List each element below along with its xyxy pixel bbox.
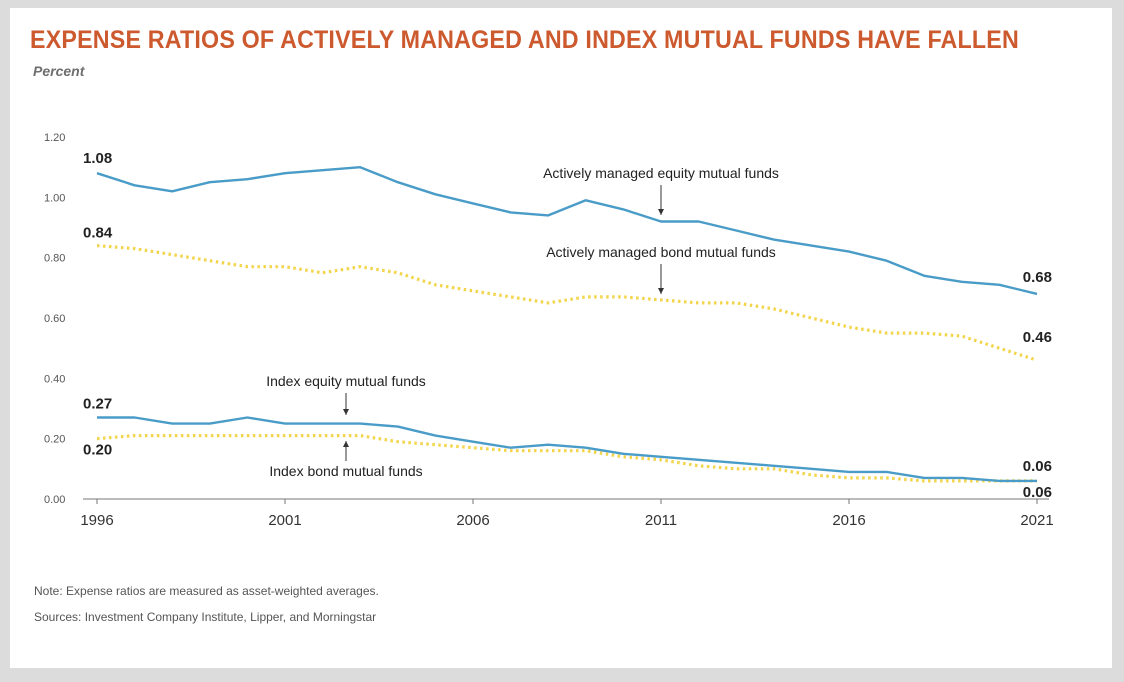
y-tick-label: 0.00 [44,494,65,506]
series-line-0 [96,165,1038,296]
x-tick-label: 2006 [456,512,489,529]
annotation-arrow-head [343,409,349,415]
y-tick-label: 0.40 [44,373,65,385]
annotation-label: Index bond mutual funds [269,463,422,479]
annotation-arrow-head [658,288,664,294]
chart-title: EXPENSE RATIOS OF ACTIVELY MANAGED AND I… [30,26,1019,54]
start-value-label: 0.27 [83,396,112,413]
y-tick-label: 1.20 [44,132,65,144]
chart-note: Note: Expense ratios are measured as ass… [34,584,379,598]
y-tick-label: 1.00 [44,192,65,204]
annotation-label: Index equity mutual funds [266,373,426,389]
x-tick-label: 1996 [80,512,113,529]
annotation-arrow-head [658,209,664,215]
y-tick-label: 0.80 [44,253,65,265]
end-value-label: 0.68 [1023,269,1052,286]
start-value-label: 1.08 [83,150,112,167]
annotation-arrow-head [343,441,349,447]
chart-sources: Sources: Investment Company Institute, L… [34,610,377,624]
chart-card [10,8,1112,668]
x-tick-label: 2001 [268,512,301,529]
y-unit-label: Percent [33,63,85,79]
end-value-label: 0.46 [1023,329,1052,346]
x-tick-label: 2021 [1020,512,1053,529]
series-line-2 [97,416,1037,483]
y-tick-label: 0.20 [44,434,65,446]
start-value-label: 0.84 [83,225,113,242]
series-line-3 [96,434,1037,483]
annotation-label: Actively managed equity mutual funds [543,165,779,181]
x-tick-label: 2016 [832,512,865,529]
x-tick-label: 2011 [645,512,677,529]
end-value-label: 0.06 [1023,458,1052,475]
y-tick-label: 0.60 [44,313,65,325]
annotation-label: Actively managed bond mutual funds [546,244,776,260]
end-value-label: 0.06 [1023,484,1052,501]
start-value-label: 0.20 [83,442,112,459]
series-line-1 [96,244,1038,362]
